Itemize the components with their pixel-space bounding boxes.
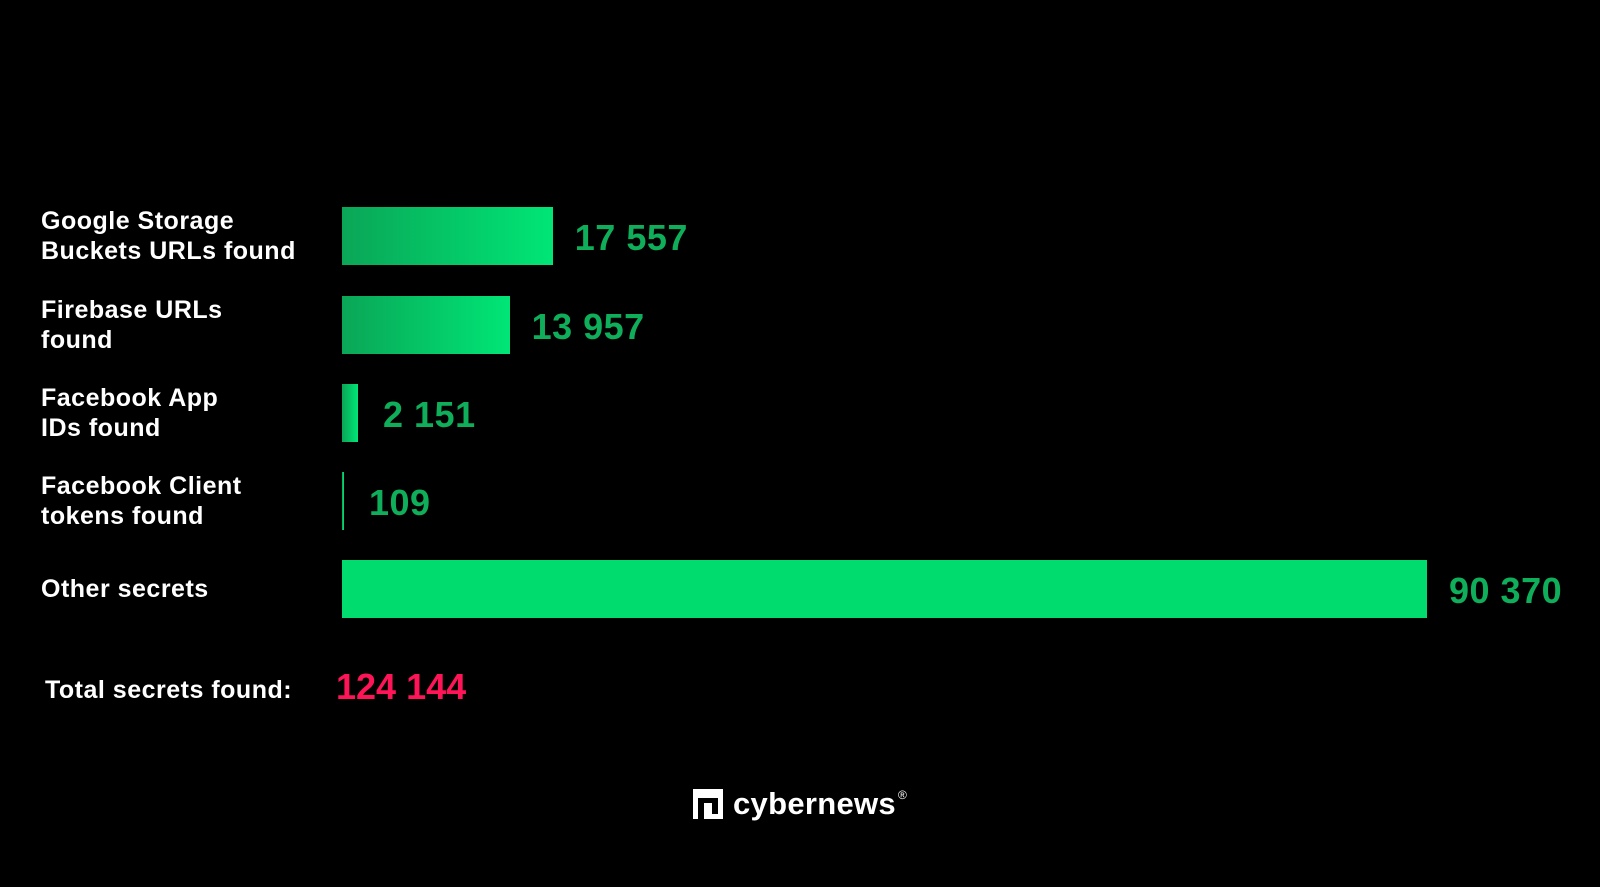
registered-mark: ® [897,788,907,802]
bar [342,207,553,265]
total-label: Total secrets found: [45,676,293,704]
category-label: Firebase URLs found [41,295,311,355]
bar [342,560,1427,618]
value-label: 17 557 [574,217,688,258]
value-label: 2 151 [383,394,476,435]
cybernews-logo-icon [693,789,723,819]
cybernews-logo: cybernews ® [693,786,907,822]
category-label: Other secrets [41,574,311,604]
bar [342,472,344,530]
category-label-line: Other secrets [41,575,209,603]
bar [342,384,358,442]
category-label-line: Buckets URLs found [41,237,296,265]
logo-text: cybernews [733,786,896,821]
category-label: Facebook Client tokens found [41,471,311,531]
category-label-line: IDs found [41,414,161,442]
value-label: 109 [369,482,431,523]
category-label-line: Facebook App [41,384,219,412]
category-label-line: found [41,326,113,354]
category-label-line: tokens found [41,502,204,530]
value-label: 13 957 [531,306,645,347]
category-label-line: Facebook Client [41,472,242,500]
value-label: 90 370 [1449,570,1563,611]
bar [342,296,510,354]
category-label-line: Google Storage [41,207,235,235]
category-label-line: Firebase URLs [41,296,223,324]
category-label: Google Storage Buckets URLs found [41,206,311,266]
total-value: 124 144 [336,666,467,707]
category-label: Facebook App IDs found [41,383,311,443]
